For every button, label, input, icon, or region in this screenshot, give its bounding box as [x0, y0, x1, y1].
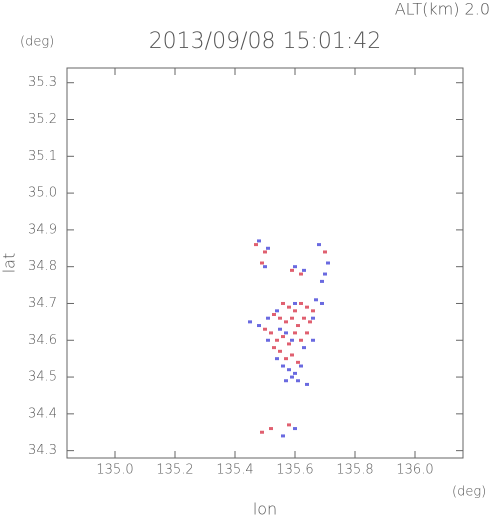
point	[260, 430, 264, 434]
point	[296, 379, 300, 383]
point	[290, 316, 294, 320]
point	[284, 331, 288, 335]
point	[278, 327, 282, 331]
x-tick-label: 136.0	[396, 463, 433, 478]
chart-title: 2013/09/08 15:01:42	[149, 29, 382, 54]
x-tick-label: 135.4	[216, 463, 253, 478]
point	[254, 243, 258, 247]
chart-subtitle: ALT(km) 2.0	[395, 0, 490, 19]
point	[296, 324, 300, 328]
point	[305, 305, 309, 309]
y-tick-label: 35.3	[28, 75, 57, 90]
point	[272, 313, 276, 317]
point	[311, 316, 315, 320]
point	[278, 349, 282, 353]
x-unit: (deg)	[452, 485, 486, 500]
point	[257, 324, 261, 328]
point	[302, 268, 306, 272]
point	[293, 265, 297, 269]
point	[323, 272, 327, 276]
point	[266, 338, 270, 342]
point	[284, 320, 288, 324]
point	[305, 382, 309, 386]
point	[287, 342, 291, 346]
y-tick-label: 34.8	[28, 259, 57, 274]
point	[266, 316, 270, 320]
point	[314, 298, 318, 302]
point	[299, 364, 303, 368]
plot-frame	[66, 67, 464, 459]
x-axis-label: lon	[253, 500, 277, 519]
point	[296, 360, 300, 364]
point	[323, 250, 327, 254]
point	[293, 427, 297, 431]
point	[305, 331, 309, 335]
y-tick-label: 34.3	[28, 443, 57, 458]
point	[284, 379, 288, 383]
point	[281, 364, 285, 368]
y-tick-label: 34.5	[28, 370, 57, 385]
y-axis-label: lat	[0, 253, 19, 274]
point	[281, 335, 285, 339]
point	[311, 309, 315, 313]
point	[302, 316, 306, 320]
point	[293, 331, 297, 335]
point	[275, 357, 279, 361]
x-tick-label: 135.2	[156, 463, 193, 478]
point	[299, 338, 303, 342]
point	[290, 268, 294, 272]
y-tick-label: 34.6	[28, 333, 57, 348]
y-tick-label: 35.0	[28, 186, 57, 201]
y-tick-label: 35.2	[28, 112, 57, 127]
point	[287, 368, 291, 372]
point	[248, 320, 252, 324]
y-unit: (deg)	[20, 35, 54, 50]
point	[308, 320, 312, 324]
point	[260, 261, 264, 265]
point	[281, 434, 285, 438]
point	[320, 279, 324, 283]
point	[275, 338, 279, 342]
x-tick-label: 135.6	[276, 463, 313, 478]
point	[302, 346, 306, 350]
point	[311, 338, 315, 342]
point	[326, 261, 330, 265]
point	[299, 301, 303, 305]
point	[293, 371, 297, 375]
point	[263, 265, 267, 269]
point	[290, 338, 294, 342]
point	[320, 301, 324, 305]
y-tick-label: 34.4	[28, 406, 57, 421]
point	[281, 301, 285, 305]
point	[290, 375, 294, 379]
point	[284, 357, 288, 361]
point	[269, 331, 273, 335]
point	[272, 346, 276, 350]
point	[293, 301, 297, 305]
point	[275, 309, 279, 313]
point	[278, 316, 282, 320]
point	[257, 239, 261, 243]
point	[263, 327, 267, 331]
point	[290, 353, 294, 357]
y-tick-label: 34.7	[28, 296, 57, 311]
x-tick-label: 135.0	[96, 463, 133, 478]
point	[287, 423, 291, 427]
point	[263, 250, 267, 254]
point	[269, 427, 273, 431]
point	[287, 305, 291, 309]
x-tick-label: 135.8	[336, 463, 373, 478]
point	[317, 243, 321, 247]
point	[266, 246, 270, 250]
point	[293, 309, 297, 313]
y-tick-label: 35.1	[28, 149, 57, 164]
point	[299, 272, 303, 276]
y-tick-label: 34.9	[28, 222, 57, 237]
